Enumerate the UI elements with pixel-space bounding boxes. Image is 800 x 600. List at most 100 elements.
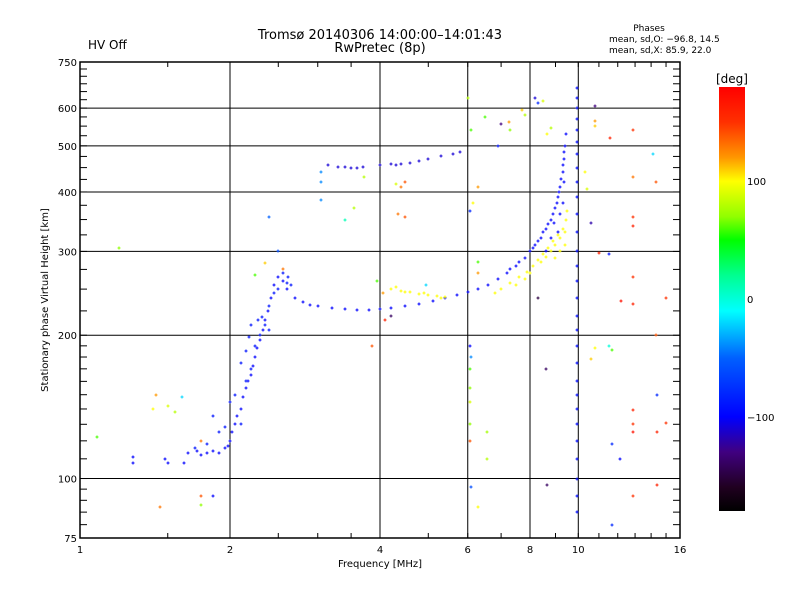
data-point xyxy=(558,212,562,216)
data-point xyxy=(403,304,407,308)
data-point xyxy=(469,485,473,489)
data-point xyxy=(563,230,567,234)
data-point xyxy=(154,393,158,397)
data-point xyxy=(281,279,285,283)
data-point xyxy=(561,201,565,205)
data-point xyxy=(523,256,527,260)
data-point xyxy=(205,442,209,446)
data-point xyxy=(631,128,635,132)
data-point xyxy=(244,349,248,353)
data-point xyxy=(408,290,412,294)
data-point xyxy=(95,435,99,439)
data-point xyxy=(131,461,135,465)
data-point xyxy=(508,281,512,285)
data-point xyxy=(546,222,550,226)
data-point xyxy=(631,215,635,219)
data-point xyxy=(493,291,497,295)
data-point xyxy=(244,386,248,390)
data-point xyxy=(253,355,257,359)
data-point xyxy=(597,251,601,255)
data-point xyxy=(631,430,635,434)
data-point xyxy=(403,180,407,184)
data-point xyxy=(267,304,271,308)
data-point xyxy=(166,404,170,408)
data-point xyxy=(394,285,398,289)
data-point xyxy=(381,291,385,295)
data-point xyxy=(193,446,197,450)
data-point xyxy=(539,236,543,240)
data-point xyxy=(476,505,480,509)
data-point xyxy=(326,163,330,167)
data-point xyxy=(253,344,257,348)
data-point xyxy=(276,249,280,253)
phase-stats-title: Phases xyxy=(633,24,665,34)
data-point xyxy=(319,180,323,184)
data-point xyxy=(468,209,472,213)
data-point xyxy=(536,239,540,243)
data-point xyxy=(585,187,589,191)
data-point xyxy=(610,442,614,446)
data-point xyxy=(249,367,253,371)
data-point xyxy=(536,101,540,105)
data-point xyxy=(211,414,215,418)
data-point xyxy=(553,256,557,260)
data-point xyxy=(468,400,472,404)
data-point xyxy=(593,124,597,128)
data-point xyxy=(466,290,470,294)
data-point xyxy=(549,236,553,240)
data-point xyxy=(528,249,532,253)
y-tick-label: 750 xyxy=(58,58,77,69)
colorbar-tick-label: 100 xyxy=(747,177,766,188)
data-point xyxy=(575,296,579,300)
data-point xyxy=(260,315,264,319)
data-point xyxy=(336,165,340,169)
data-point xyxy=(258,333,262,337)
data-point xyxy=(223,446,227,450)
data-point xyxy=(523,113,527,117)
data-point xyxy=(439,296,443,300)
data-point xyxy=(355,166,359,170)
data-point xyxy=(556,233,560,237)
data-point xyxy=(575,106,579,110)
data-point xyxy=(575,328,579,332)
data-point xyxy=(131,455,135,459)
data-point xyxy=(251,364,255,368)
data-point xyxy=(468,367,472,371)
x-tick-label: 10 xyxy=(572,545,585,556)
data-point xyxy=(558,236,562,240)
data-point xyxy=(631,422,635,426)
data-point xyxy=(458,150,462,154)
y-tick-label: 75 xyxy=(64,534,77,545)
data-point xyxy=(531,264,535,268)
data-point xyxy=(499,122,503,126)
data-point xyxy=(211,449,215,453)
data-point xyxy=(205,451,209,455)
data-point xyxy=(563,243,567,247)
data-point xyxy=(272,291,276,295)
data-point xyxy=(561,170,565,174)
data-point xyxy=(239,407,243,411)
data-point xyxy=(469,355,473,359)
data-point xyxy=(496,144,500,148)
data-point xyxy=(263,261,267,265)
data-point xyxy=(575,407,579,411)
data-point xyxy=(575,344,579,348)
data-point xyxy=(173,410,177,414)
data-point xyxy=(552,221,556,225)
data-point xyxy=(545,132,549,136)
data-point xyxy=(249,323,253,327)
data-point xyxy=(486,283,490,287)
data-point xyxy=(468,344,472,348)
data-point xyxy=(593,104,597,108)
data-point xyxy=(536,296,540,300)
data-point xyxy=(523,277,527,281)
data-point xyxy=(117,246,121,250)
data-point xyxy=(343,165,347,169)
chart-title-line1: Tromsø 20140306 14:00:00–14:01:43 xyxy=(257,28,502,43)
data-point xyxy=(151,407,155,411)
data-point xyxy=(544,227,548,231)
data-point xyxy=(272,283,276,287)
data-point xyxy=(383,318,387,322)
data-point xyxy=(575,180,579,184)
data-point xyxy=(247,335,251,339)
